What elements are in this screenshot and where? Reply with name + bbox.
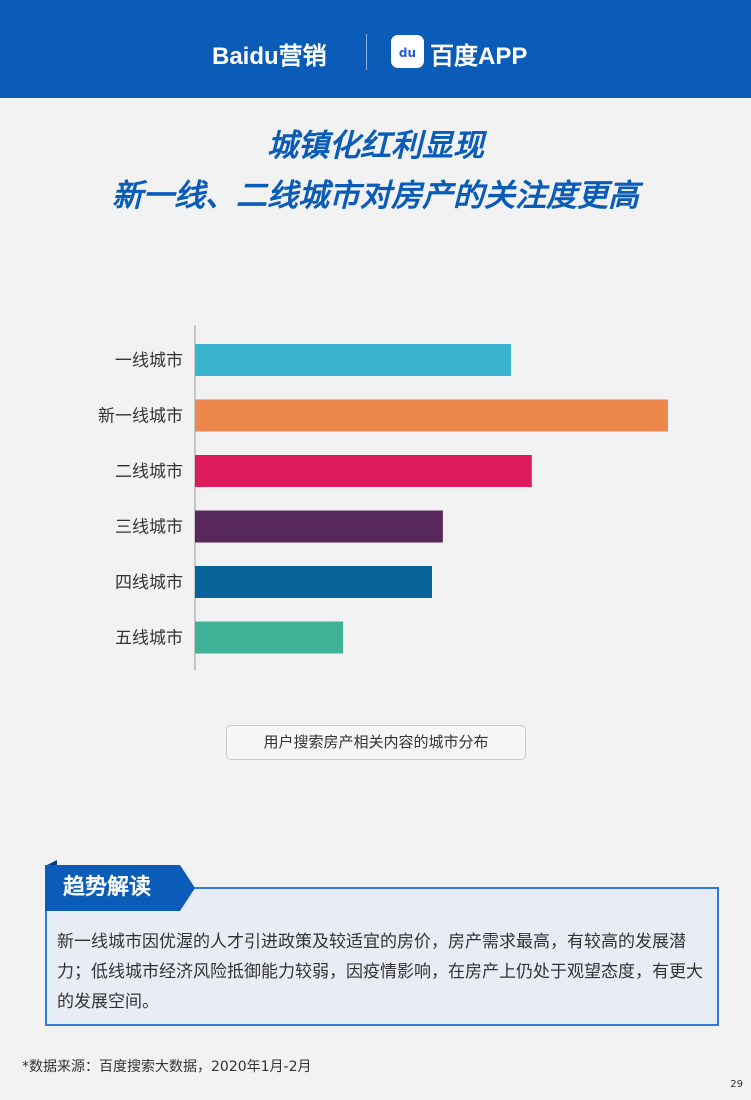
bar	[195, 510, 443, 543]
chart-caption: 用户搜索房产相关内容的城市分布	[226, 725, 526, 760]
bar	[195, 621, 344, 654]
bar	[195, 455, 532, 487]
category-label: 五线城市	[115, 629, 183, 649]
bar	[195, 399, 668, 432]
bar	[195, 344, 511, 376]
category-label: 一线城市	[115, 351, 183, 371]
baidu-app-icon: du	[391, 35, 424, 68]
category-label: 四线城市	[115, 573, 183, 593]
page-title-line2: 新一线、二线城市对房产的关注度更高	[112, 178, 639, 214]
category-label: 新一线城市	[98, 407, 183, 427]
bar	[195, 566, 432, 598]
baidu-app-logo: 百度APP	[430, 43, 528, 70]
category-label: 二线城市	[115, 462, 183, 482]
header: Baidu营销 du 百度APP	[0, 0, 751, 98]
insight-text: 新一线城市因优渥的人才引进政策及较适宜的房价，房产需求最高，有较高的发展潜力；低…	[57, 932, 703, 1012]
tab-corner	[45, 860, 57, 866]
category-label: 三线城市	[115, 518, 183, 538]
page-title-line1: 城镇化红利显现	[267, 128, 484, 164]
page-number: 29	[730, 1079, 743, 1090]
baidu-marketing-logo: Baidu营销	[212, 43, 327, 70]
insight-label: 趋势解读	[45, 865, 195, 911]
divider	[366, 34, 367, 70]
footnote: *数据来源：百度搜索大数据，2020年1月-2月	[22, 1059, 312, 1075]
